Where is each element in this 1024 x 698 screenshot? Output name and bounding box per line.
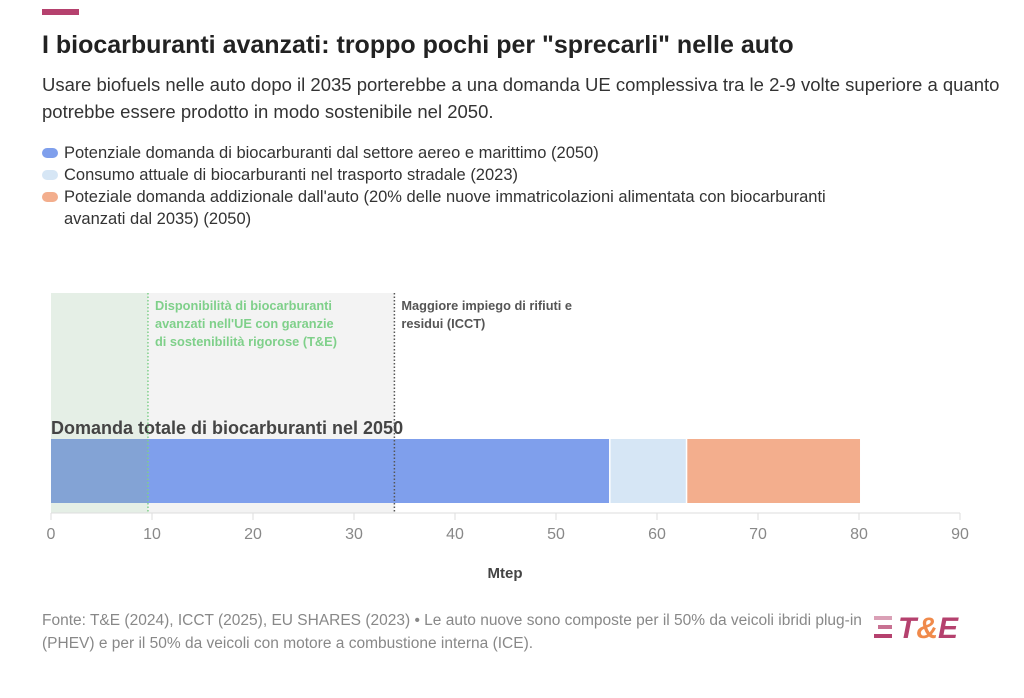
x-tick-label: 60 [648, 526, 666, 543]
zone-overlay [51, 439, 148, 503]
te-logo: T&E [872, 612, 958, 646]
accent-bar [42, 9, 79, 15]
legend-label: Poteziale domanda addizionale dall'auto … [64, 188, 826, 228]
x-tick-label: 0 [47, 526, 56, 543]
x-axis-label: Mtep [488, 565, 523, 582]
legend-label: Potenziale domanda di biocarburanti dal … [64, 144, 599, 162]
x-tick-label: 30 [345, 526, 363, 543]
x-tick-label: 40 [446, 526, 464, 543]
category-label: Domanda totale di biocarburanti nel 2050 [51, 418, 403, 438]
x-tick-label: 80 [850, 526, 868, 543]
x-tick-label: 20 [244, 526, 262, 543]
legend-item: Poteziale domanda addizionale dall'auto … [42, 186, 872, 230]
x-tick-label: 90 [951, 526, 969, 543]
chart-title: I biocarburanti avanzati: troppo pochi p… [42, 31, 794, 59]
x-tick-label: 70 [749, 526, 767, 543]
x-tick-label: 10 [143, 526, 161, 543]
chart-subtitle: Usare biofuels nelle auto dopo il 2035 p… [42, 74, 1000, 122]
legend-swatch [42, 170, 58, 180]
bar-segment [610, 439, 686, 503]
annotation-label: Disponibilità di biocarburanti avanzati n… [155, 298, 337, 349]
chart-area: Domanda totale di biocarburanti nel 2050… [47, 293, 969, 582]
legend-swatch [42, 192, 58, 202]
bar-segment [687, 439, 861, 503]
source-note: Fonte: T&E (2024), ICCT (2025), EU SHARE… [42, 612, 862, 652]
legend-item: Potenziale domanda di biocarburanti dal … [42, 142, 942, 164]
legend-item: Consumo attuale di biocarburanti nel tra… [42, 164, 942, 186]
bar-segment [51, 439, 610, 503]
legend-swatch [42, 148, 58, 158]
logo-stripes-icon [874, 616, 892, 638]
annotation-label: Maggiore impiego di rifiuti e residui (IC… [401, 298, 572, 331]
legend-label: Consumo attuale di biocarburanti nel tra… [64, 166, 519, 184]
x-tick-label: 50 [547, 526, 565, 543]
